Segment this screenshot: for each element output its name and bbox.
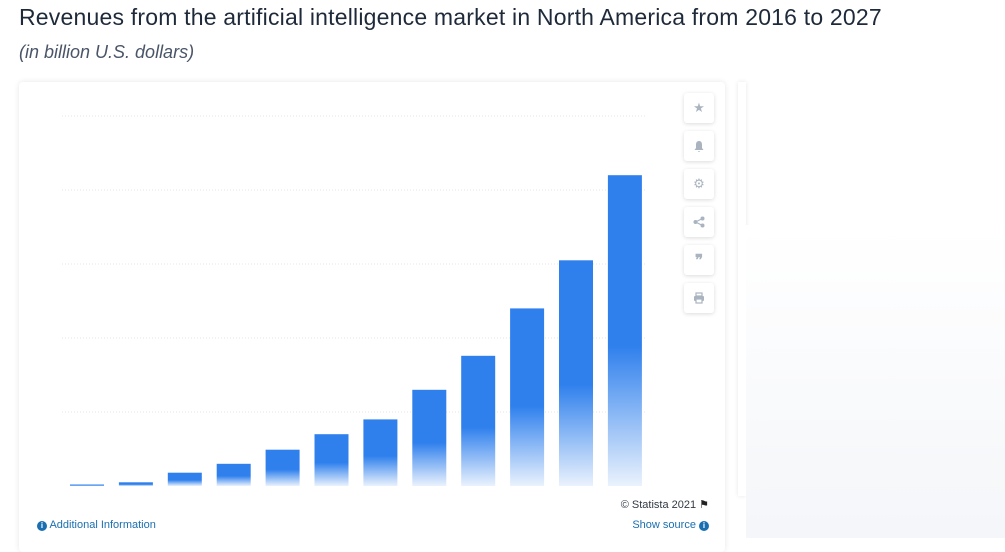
- additional-information-label: Additional Information: [49, 519, 156, 531]
- bar-2023[interactable]: [412, 389, 447, 486]
- page-title: Revenues from the artificial intelligenc…: [19, 4, 882, 30]
- bar-2026[interactable]: [559, 260, 593, 486]
- star-icon[interactable]: ★: [684, 93, 714, 123]
- bar-2021[interactable]: [314, 434, 349, 486]
- gridlines: [62, 115, 645, 413]
- show-source-link[interactable]: Show source i: [632, 519, 709, 531]
- additional-information-link[interactable]: i Additional Information: [37, 519, 156, 531]
- bar-2027[interactable]: [607, 175, 642, 486]
- chart-toolbar: ★ ⚙ ❞: [684, 93, 714, 321]
- bar-2016[interactable]: [70, 484, 104, 487]
- bell-icon[interactable]: [684, 131, 714, 161]
- flag-icon[interactable]: ⚑: [699, 499, 709, 511]
- share-icon[interactable]: [684, 207, 714, 237]
- right-panel: [746, 225, 1005, 538]
- bar-2025[interactable]: [510, 308, 545, 486]
- print-icon[interactable]: [684, 283, 714, 313]
- bar-2017[interactable]: [118, 482, 153, 486]
- statista-credit: © Statista 2021 ⚑: [621, 498, 709, 511]
- gear-icon[interactable]: ⚙: [684, 169, 714, 199]
- bar-2022[interactable]: [363, 419, 398, 486]
- bar-chart: [62, 115, 645, 486]
- bar-2020[interactable]: [265, 449, 300, 486]
- show-source-label: Show source: [632, 519, 696, 531]
- info-icon: i: [699, 521, 709, 531]
- info-icon: i: [37, 521, 47, 531]
- bar-2018[interactable]: [167, 472, 202, 486]
- side-panel: [738, 82, 746, 496]
- page-subtitle: (in billion U.S. dollars): [19, 42, 195, 62]
- credit-text: © Statista 2021: [620, 499, 697, 511]
- bar-2024[interactable]: [461, 355, 496, 486]
- bar-2019[interactable]: [216, 463, 251, 486]
- bars: [70, 175, 642, 486]
- quote-icon[interactable]: ❞: [684, 245, 714, 275]
